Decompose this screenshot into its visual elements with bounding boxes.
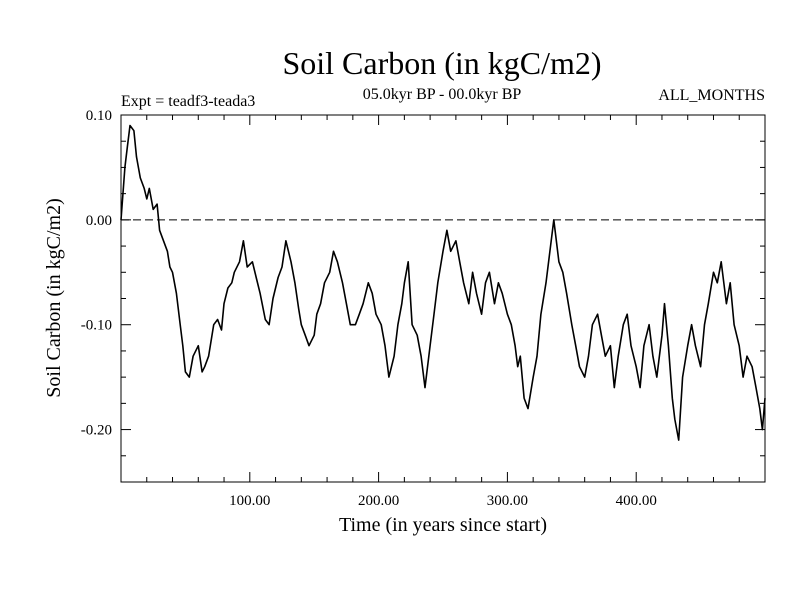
y-tick-label: -0.10	[81, 318, 112, 334]
x-tick-label: 200.00	[358, 493, 399, 509]
soil-carbon-series-line	[120, 124, 766, 441]
y-tick-label: 0.00	[86, 213, 112, 229]
x-tick-label: 300.00	[487, 493, 528, 509]
chart-subtitle: 05.0kyr BP - 00.0kyr BP	[363, 86, 522, 103]
months-label: ALL_MONTHS	[658, 87, 765, 104]
x-tick-label: 400.00	[616, 493, 657, 509]
tick-layer: 100.00 200.00 300.00 400.00 0.10 0.00 -0.10 -0.…	[81, 108, 765, 509]
data-layer	[120, 124, 766, 441]
experiment-label: Expt = teadf3-teada3	[121, 93, 255, 110]
y-tick-label: 0.10	[86, 108, 112, 124]
x-axis-label: Time (in years since start)	[339, 514, 547, 536]
plot-frame	[120, 114, 766, 483]
y-axis-label: Soil Carbon (in kgC/m2)	[43, 198, 65, 397]
chart-title: Soil Carbon (in kgC/m2)	[282, 45, 601, 81]
x-tick-label: 100.00	[229, 493, 270, 509]
y-tick-label: -0.20	[81, 423, 112, 439]
